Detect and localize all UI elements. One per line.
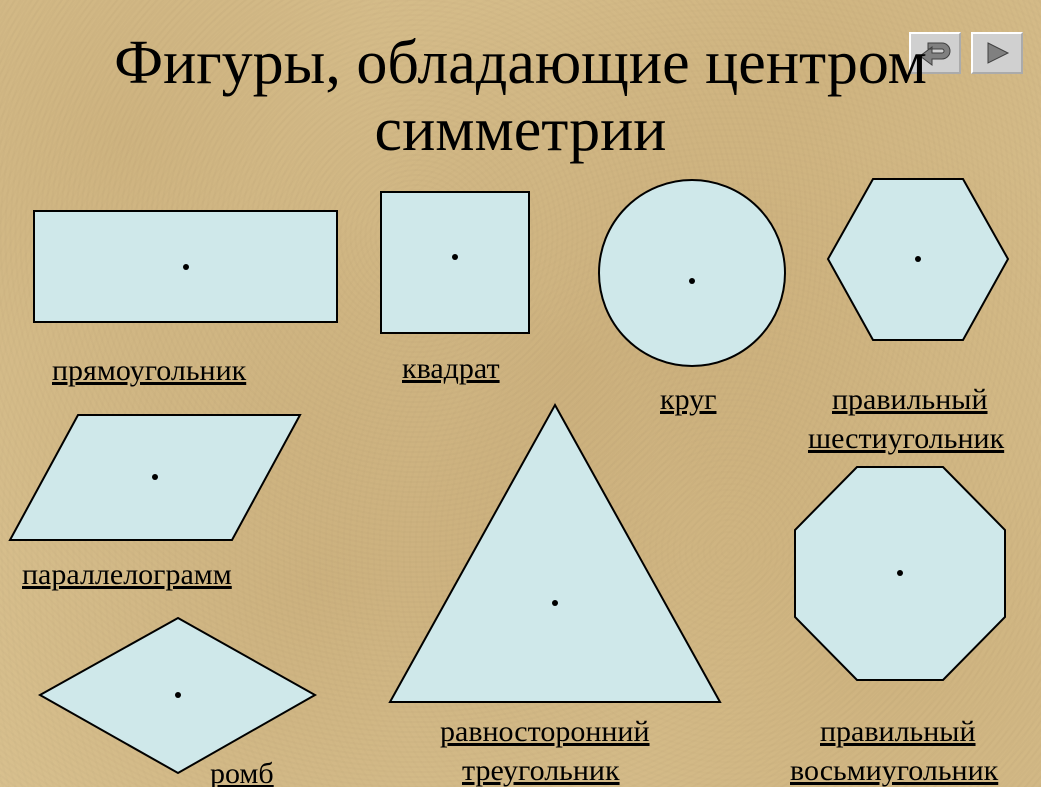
shape-square: [380, 191, 530, 334]
center-dot: [452, 254, 458, 260]
label-hexagon-2: шестиугольник: [808, 422, 1004, 456]
label-hexagon-1: правильный: [832, 383, 988, 417]
label-rectangle: прямоугольник: [52, 354, 246, 388]
shape-circle: [597, 178, 787, 368]
center-dot: [152, 474, 158, 480]
center-dot: [175, 692, 181, 698]
shape-triangle: [386, 402, 726, 707]
shape-hexagon: [825, 176, 1017, 346]
center-dot: [689, 278, 695, 284]
label-octagon-1: правильный: [820, 715, 976, 749]
label-rhombus: ромб: [210, 757, 274, 787]
label-triangle-1: равносторонний: [440, 715, 650, 749]
slide-title: Фигуры, обладающие центром симметрии: [0, 30, 1041, 164]
center-dot: [552, 600, 558, 606]
label-octagon-2: восьмиугольник: [790, 754, 998, 787]
label-triangle-2: треугольник: [462, 754, 620, 787]
label-square: квадрат: [402, 352, 500, 386]
label-parallelogram: параллелограмм: [22, 558, 232, 592]
center-dot: [915, 256, 921, 262]
center-dot: [183, 264, 189, 270]
slide: Фигуры, обладающие центром симметрии пря…: [0, 0, 1041, 787]
center-dot: [897, 570, 903, 576]
